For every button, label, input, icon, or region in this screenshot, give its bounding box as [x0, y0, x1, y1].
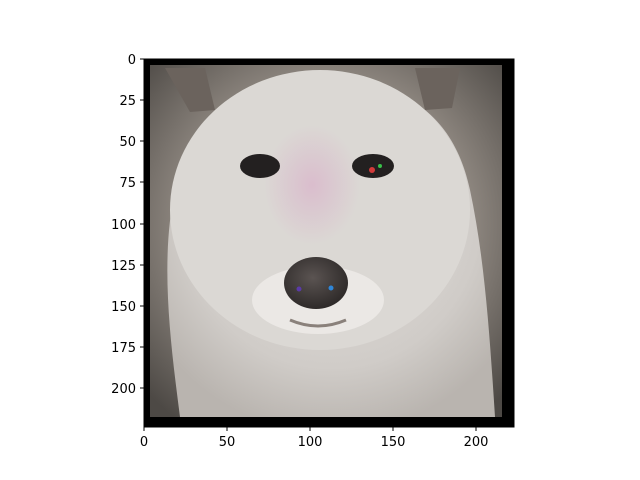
x-tick-label: 0 [140, 435, 148, 450]
y-tick-label: 100 [111, 218, 136, 233]
right-ear [415, 68, 460, 110]
y-tick-label: 0 [128, 53, 136, 68]
y-tick-label: 25 [119, 94, 136, 109]
right-eye-noise [369, 167, 375, 173]
y-axis: 0 25 50 75 100 125 150 175 200 [111, 53, 144, 397]
x-tick-label: 50 [219, 435, 236, 450]
y-tick-label: 200 [111, 382, 136, 397]
dog-nose [284, 257, 348, 309]
left-eye [240, 154, 280, 178]
x-tick-label: 150 [381, 435, 406, 450]
dog-image [144, 59, 514, 427]
y-tick-label: 175 [111, 341, 136, 356]
right-eye [352, 154, 394, 178]
left-ear [165, 68, 215, 112]
y-tick-label: 75 [119, 176, 136, 191]
x-axis: 0 50 100 150 200 [140, 427, 489, 450]
y-tick-label: 50 [119, 135, 136, 150]
axes-frame [143, 58, 515, 428]
y-tick-label: 125 [111, 259, 136, 274]
saliency-overlay [264, 125, 360, 245]
y-tick-label: 150 [111, 300, 136, 315]
x-tick-label: 100 [298, 435, 323, 450]
mouth [289, 318, 347, 328]
x-tick-label: 200 [464, 435, 489, 450]
